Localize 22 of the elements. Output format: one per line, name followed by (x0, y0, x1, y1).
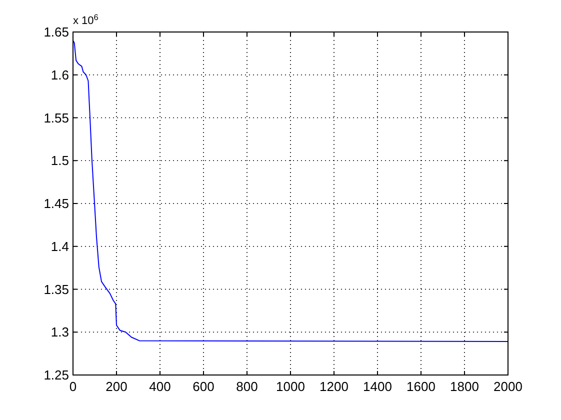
y-tick-label: 1.35 (44, 282, 69, 297)
y-tick-label: 1.45 (44, 196, 69, 212)
x-tick-label: 1600 (406, 379, 436, 394)
x-tick-label: 800 (236, 379, 258, 394)
x-tick-label: 1200 (320, 379, 348, 394)
y-tick-label: 1.65 (44, 24, 69, 40)
text: x 10$^{6}$ (73, 12, 99, 27)
y-tick-label: 1.6 (50, 67, 69, 82)
x-tick-label: 1000 (276, 379, 305, 394)
x-tick-label: 1400 (363, 379, 392, 394)
y-tick-label: 1.5 (50, 153, 69, 168)
y-tick-label: 1.4 (50, 238, 69, 254)
y-tick-label: 1.3 (50, 324, 69, 340)
x-tick-label: 400 (149, 379, 171, 394)
line-series (72, 40, 508, 342)
y-tick-label: 1.25 (44, 368, 69, 383)
x-tick-label: 2000 (494, 379, 522, 394)
x-tick-label: 200 (106, 379, 128, 394)
x-tick-label: 600 (192, 379, 214, 394)
x-tick-label: 0 (69, 379, 77, 394)
x-tick-label: 1800 (450, 379, 479, 394)
y-tick-label: 1.55 (44, 110, 69, 126)
